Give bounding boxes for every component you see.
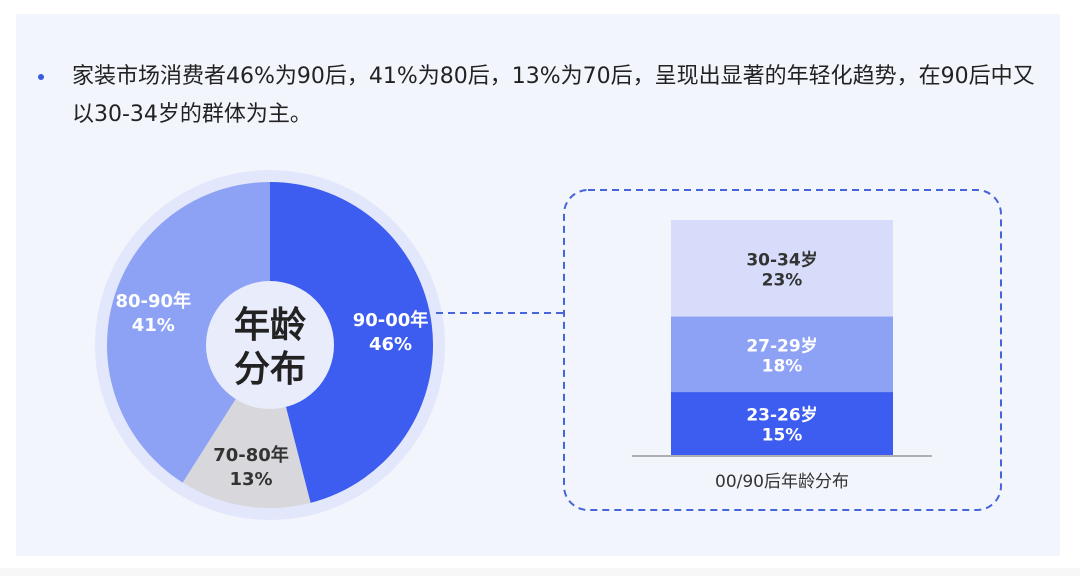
bar-segment-label-0: 23-26岁 bbox=[746, 405, 817, 426]
bar-segment-0 bbox=[671, 392, 893, 455]
pie-slice-label-1: 70-80年 bbox=[213, 444, 289, 466]
pie-slice-value-2: 41% bbox=[132, 315, 175, 336]
bottom-strip bbox=[0, 568, 1080, 576]
donut-slices bbox=[106, 182, 434, 509]
pie-slice-0 bbox=[270, 182, 434, 503]
donut-title-line-1: 年龄 bbox=[234, 305, 306, 346]
bar-segment-value-2: 23% bbox=[762, 270, 803, 290]
donut-labels: 90-00年 46% 70-80年 13% 80-90年 41% bbox=[116, 290, 429, 490]
detail-box bbox=[563, 189, 1002, 511]
bar-x-axis-label: 00/90后年龄分布 bbox=[715, 472, 849, 492]
pie-slice-value-1: 13% bbox=[229, 469, 272, 490]
donut-title-line-2: 分布 bbox=[234, 349, 306, 390]
bar-segment-value-0: 15% bbox=[762, 426, 803, 446]
pie-slice-label-2: 80-90年 bbox=[116, 290, 192, 312]
bar-segment-label-2: 30-34岁 bbox=[746, 249, 817, 270]
donut-center bbox=[206, 281, 334, 409]
summary-text: 家装市场消费者46%为90后，41%为80后，13%为70后，呈现出显著的年轻化… bbox=[72, 64, 1035, 127]
bullet-dot bbox=[38, 74, 44, 80]
pie-slice-2 bbox=[106, 182, 270, 483]
bar-segment-label-1: 27-29岁 bbox=[746, 335, 817, 356]
bar-segment-1 bbox=[671, 316, 893, 393]
bar-segment-value-1: 18% bbox=[762, 356, 803, 376]
bar-segment-2 bbox=[671, 220, 893, 317]
pie-slice-value-0: 46% bbox=[369, 334, 412, 355]
pie-slice-label-0: 90-00年 bbox=[353, 309, 429, 331]
